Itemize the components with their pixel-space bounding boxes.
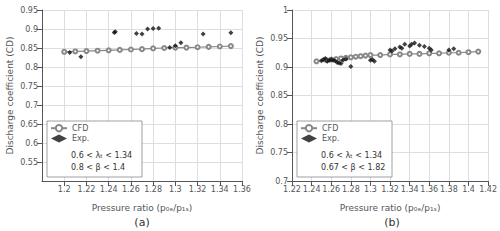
svg-text:0.8 < β < 1.4: 0.8 < β < 1.4	[71, 163, 125, 172]
svg-text:(a): (a)	[134, 216, 149, 229]
svg-text:(b): (b)	[384, 216, 400, 229]
svg-text:1.2: 1.2	[58, 185, 71, 194]
svg-text:1.28: 1.28	[342, 185, 360, 194]
svg-text:0.9: 0.9	[275, 63, 288, 72]
svg-text:1.24: 1.24	[303, 185, 321, 194]
svg-text:1.34: 1.34	[401, 185, 419, 194]
svg-text:Pressure ratio (p₀ₑ/p₁ₛ): Pressure ratio (p₀ₑ/p₁ₛ)	[92, 203, 193, 213]
svg-text:1.36: 1.36	[420, 185, 438, 194]
svg-text:0.75: 0.75	[20, 82, 38, 91]
svg-text:0.75: 0.75	[270, 148, 288, 157]
svg-text:1.42: 1.42	[479, 185, 497, 194]
svg-text:Pressure ratio (p₀ₑ/p₁ₛ): Pressure ratio (p₀ₑ/p₁ₛ)	[340, 203, 441, 213]
svg-text:0.8: 0.8	[25, 63, 38, 72]
svg-text:1.32: 1.32	[381, 185, 399, 194]
svg-text:Discharge coefficient (CD): Discharge coefficient (CD)	[5, 37, 15, 155]
svg-text:1.24: 1.24	[100, 185, 118, 194]
svg-text:0.6 < λₜ < 1.34: 0.6 < λₜ < 1.34	[321, 151, 382, 160]
svg-text:0.6 < λₜ < 1.34: 0.6 < λₜ < 1.34	[71, 151, 132, 160]
svg-text:0.85: 0.85	[270, 91, 288, 100]
svg-text:1.3: 1.3	[169, 185, 182, 194]
svg-text:0.7: 0.7	[275, 176, 288, 186]
svg-text:0.7: 0.7	[25, 101, 38, 110]
svg-text:1.3: 1.3	[364, 185, 377, 194]
svg-text:0.6: 0.6	[25, 139, 38, 148]
svg-text:CFD: CFD	[72, 124, 88, 133]
svg-text:1.4: 1.4	[462, 185, 475, 194]
svg-text:0.9: 0.9	[25, 25, 38, 34]
svg-text:0.55: 0.55	[20, 158, 38, 167]
svg-text:0.67 < β < 1.82: 0.67 < β < 1.82	[321, 163, 385, 172]
svg-text:Discharge coefficient (CD): Discharge coefficient (CD)	[255, 37, 265, 155]
svg-text:0.95: 0.95	[270, 34, 288, 43]
svg-text:Exp.: Exp.	[322, 134, 339, 143]
svg-text:1.32: 1.32	[189, 185, 207, 194]
svg-text:0.8: 0.8	[275, 120, 288, 129]
svg-text:1.22: 1.22	[283, 185, 301, 194]
svg-text:CFD: CFD	[322, 124, 338, 133]
svg-text:1.36: 1.36	[233, 185, 251, 194]
svg-text:1.22: 1.22	[78, 185, 96, 194]
svg-text:Exp.: Exp.	[72, 134, 89, 143]
svg-text:1.26: 1.26	[122, 185, 140, 194]
svg-text:1: 1	[283, 6, 288, 15]
svg-text:0.85: 0.85	[20, 44, 38, 53]
svg-text:1.34: 1.34	[211, 185, 229, 194]
svg-text:0.95: 0.95	[20, 6, 38, 15]
svg-text:1.38: 1.38	[440, 185, 458, 194]
svg-text:1.26: 1.26	[322, 185, 340, 194]
svg-text:1.28: 1.28	[144, 185, 162, 194]
svg-text:0.65: 0.65	[20, 120, 38, 129]
